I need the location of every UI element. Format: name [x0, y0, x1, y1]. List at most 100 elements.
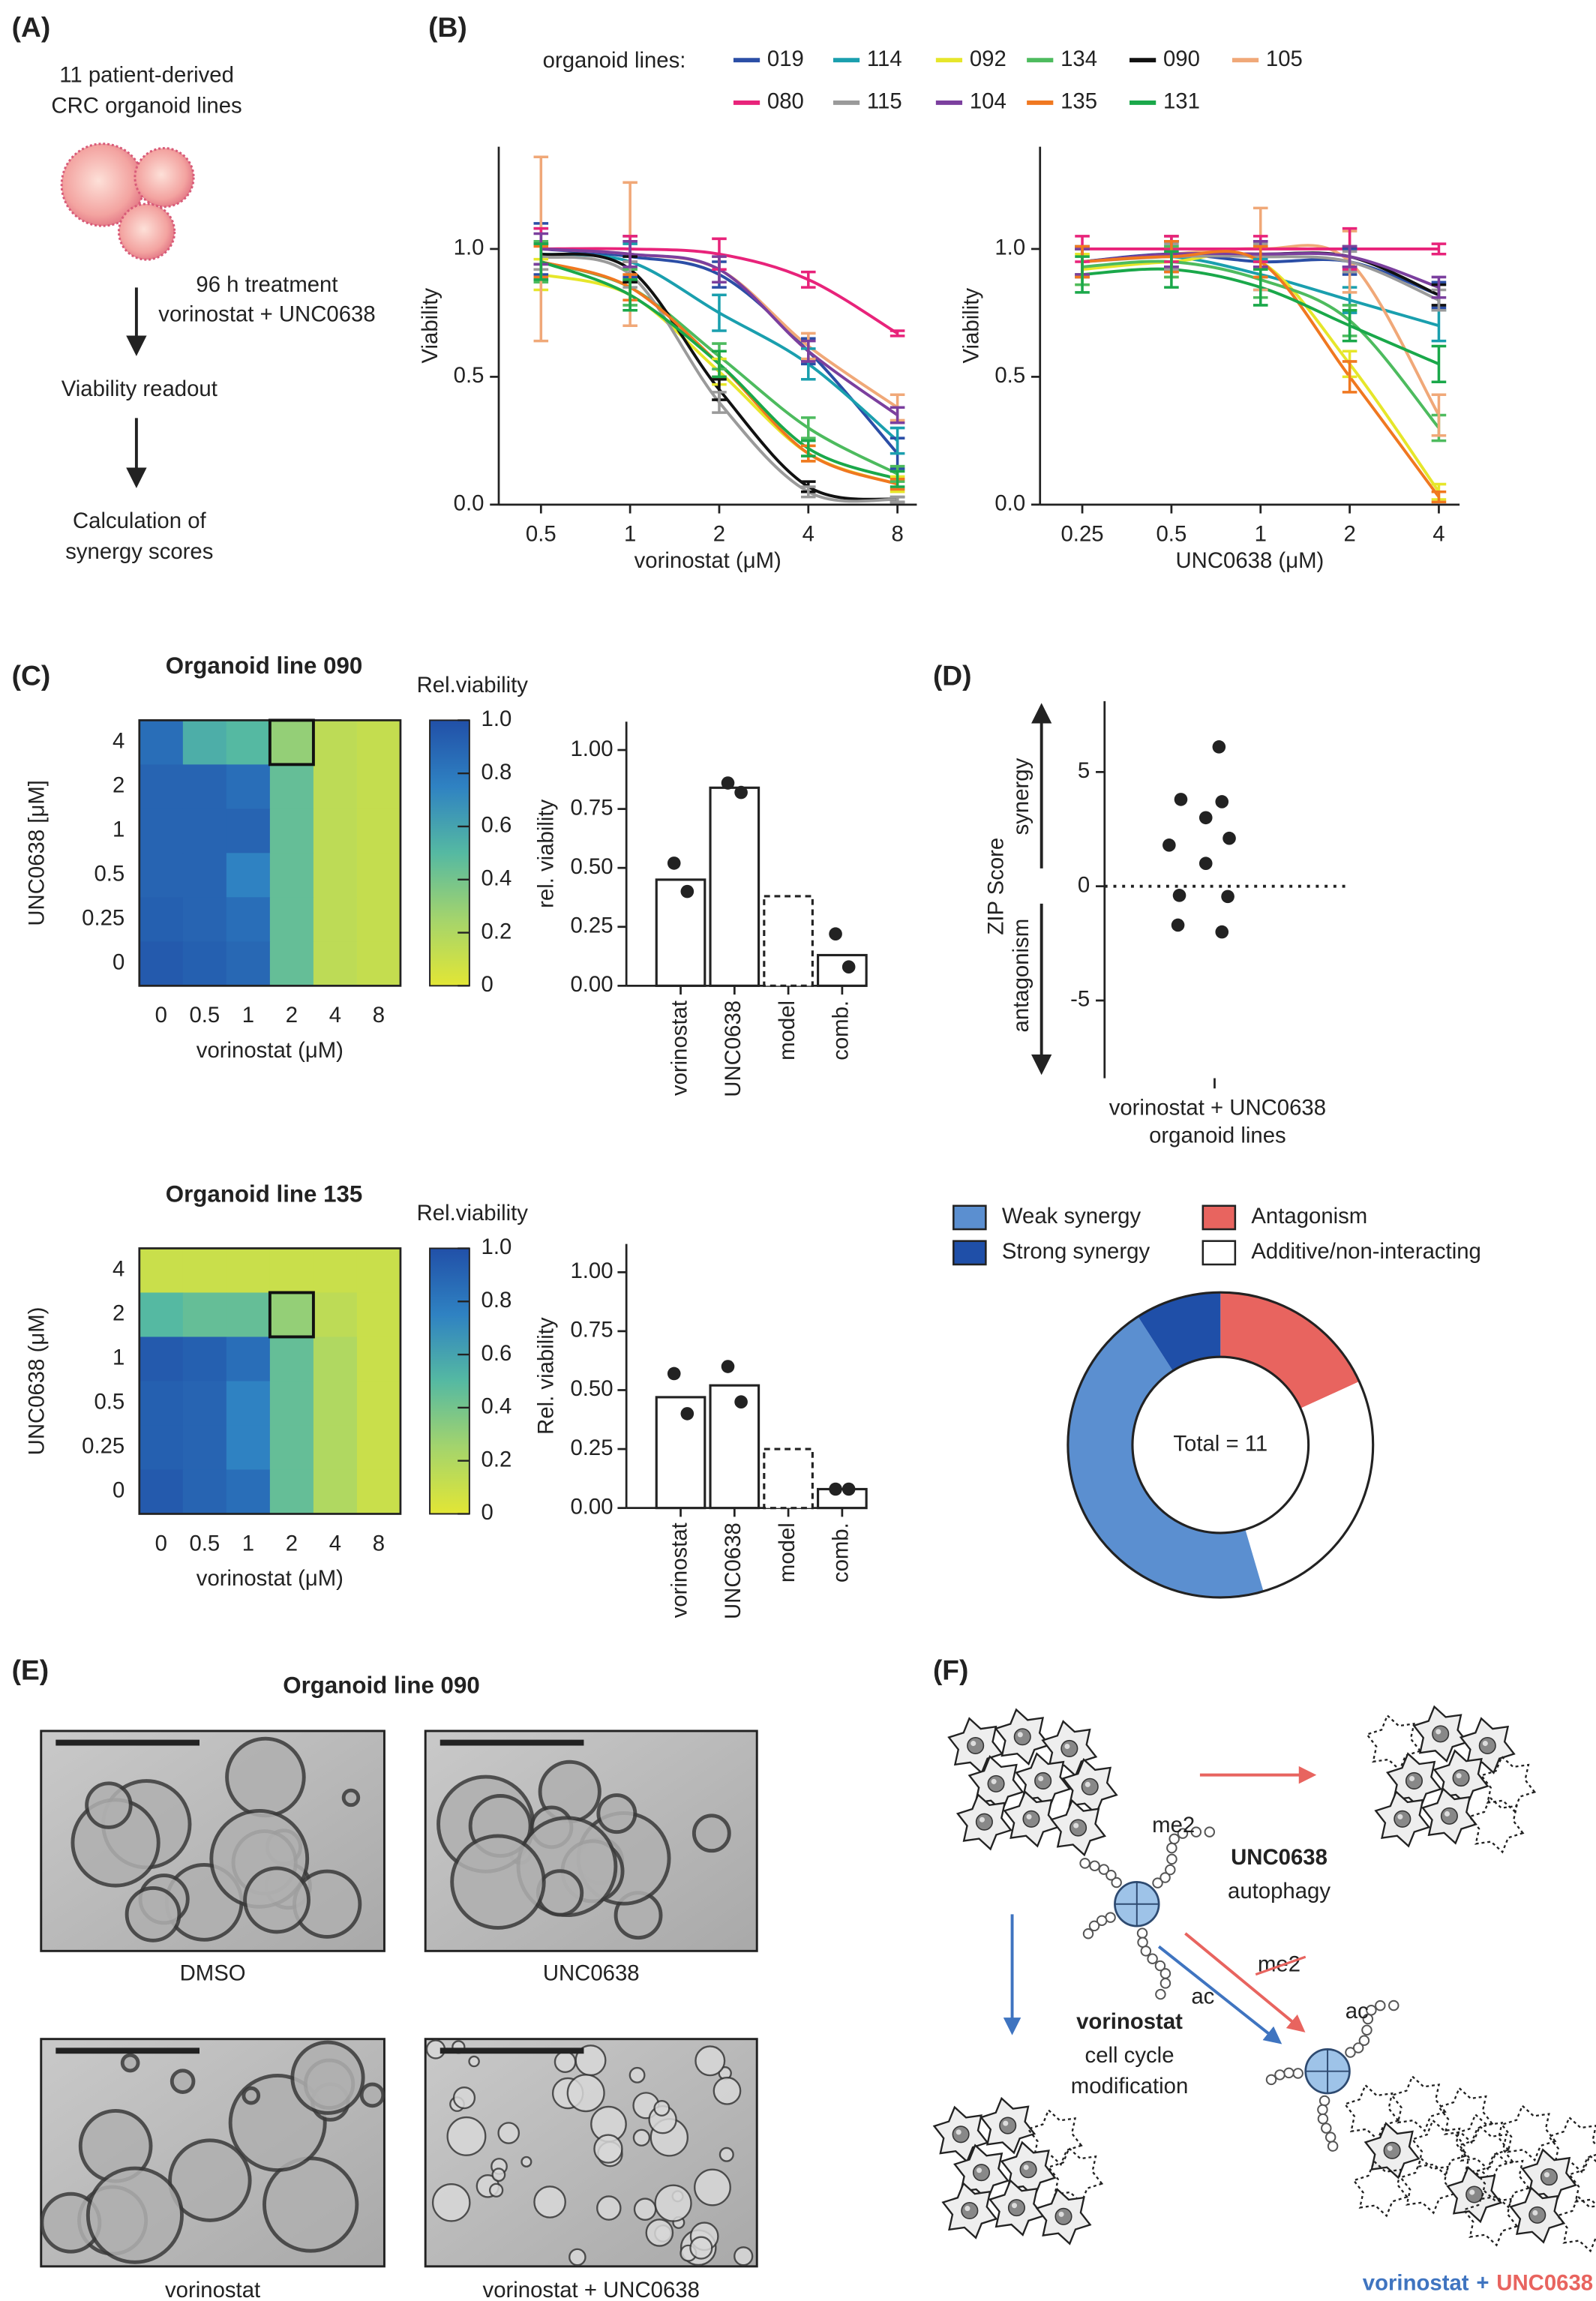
legend-label: 114: [867, 46, 902, 71]
nucleus-highlight: [964, 2206, 970, 2212]
organoid-image: [734, 2246, 754, 2266]
legend-label: 131: [1163, 89, 1200, 114]
point: [1172, 889, 1186, 902]
heat-cell: [313, 1425, 358, 1471]
organoid-image: [520, 2156, 532, 2168]
nucleus-highlight: [1482, 1741, 1488, 1747]
heat-cell: [313, 1248, 358, 1294]
histone-tail: [1358, 2035, 1370, 2046]
y-axis-label: rel. viability: [533, 799, 558, 908]
label: synergy scores: [65, 539, 213, 564]
point: [1212, 740, 1226, 754]
colorbar-label: Rel.viability: [417, 1201, 529, 1226]
heat-cell: [226, 1336, 271, 1382]
legend-swatch: [1202, 1204, 1237, 1231]
x-tick-label: 4: [1432, 522, 1444, 547]
legend-label: 134: [1060, 46, 1097, 71]
x-axis-label: vorinostat (μM): [196, 1038, 344, 1063]
row-label: 0.5: [94, 1390, 124, 1414]
bar: [763, 1448, 814, 1510]
column-label: 2: [286, 1003, 298, 1028]
histone-tail: [1111, 1876, 1122, 1888]
row-label: 0.5: [94, 862, 124, 886]
histone-tail: [1375, 2000, 1386, 2012]
nucleus-highlight: [1532, 2210, 1538, 2216]
y-axis-label: Viability: [418, 288, 442, 364]
organoid-image: [290, 2040, 365, 2115]
heat-cell: [356, 1425, 401, 1471]
error-bar: [622, 239, 638, 268]
y-axis-label: UNC0638 [μM]: [25, 780, 50, 926]
dead-cell: [1462, 2189, 1519, 2247]
x-tick-label: 0.5: [1156, 522, 1187, 547]
histone-tail: [1160, 1978, 1172, 1989]
legend-title: organoid lines:: [543, 48, 686, 73]
nucleus-highlight: [1544, 2172, 1550, 2178]
heat-cell: [269, 808, 314, 854]
column-label: 8: [373, 1003, 385, 1028]
legend-label: 115: [867, 89, 902, 114]
histone-tail: [1352, 2042, 1364, 2054]
heat-cell: [356, 1248, 401, 1294]
legend-label: 104: [970, 89, 1006, 114]
point: [1198, 856, 1213, 871]
nucleus: [1405, 1772, 1424, 1790]
caption: DMSO: [180, 1960, 246, 1985]
nucleus: [1081, 1778, 1099, 1796]
organoid-image: [450, 1834, 546, 1930]
x-axis-label: vorinostat (μM): [634, 548, 782, 573]
heat-cell: [356, 941, 401, 986]
histone-tail: [1274, 2069, 1286, 2080]
y-axis-label: UNC0638 (μM): [25, 1307, 50, 1456]
histone-tail: [1327, 2140, 1339, 2152]
error-bar: [712, 391, 727, 414]
histone-tail: [1088, 1920, 1100, 1932]
organoid-image: [694, 2168, 731, 2206]
bar: [817, 953, 868, 987]
nucleus-highlight: [956, 2129, 962, 2135]
error-bar: [890, 426, 905, 455]
dead-cell: [1453, 2113, 1510, 2170]
error-bar: [712, 350, 727, 379]
point: [680, 1407, 694, 1420]
nucleus-highlight: [1397, 1814, 1403, 1820]
organoid-image: [497, 2122, 520, 2144]
organoid-image: [692, 1814, 731, 1853]
row-label: 2: [112, 773, 124, 798]
nucleus-highlight: [1084, 1781, 1090, 1787]
histone-tail: [1152, 1877, 1163, 1888]
row-label: 1: [112, 1346, 124, 1370]
legend-swatch: [1202, 1240, 1237, 1266]
error-bar: [801, 485, 816, 499]
error-bar: [1431, 242, 1447, 256]
organoid-image: [85, 1781, 133, 1829]
histone-tail: [1096, 1915, 1108, 1927]
column-label: 4: [329, 1003, 341, 1028]
organoid-image: [124, 1886, 182, 1942]
row-label: 0.25: [82, 1434, 124, 1459]
colorbar-tick-label: 0.8: [482, 760, 512, 784]
organoid-image: [243, 1866, 310, 1934]
heat-cell: [182, 1469, 227, 1515]
point: [1174, 793, 1188, 806]
histone-tail: [1204, 1826, 1216, 1838]
heat-cell: [226, 808, 271, 854]
x-tick-label: comb.: [829, 1522, 854, 1582]
heat-cell: [356, 897, 401, 942]
organoid-image: [120, 2053, 140, 2073]
nucleus-highlight: [976, 2168, 982, 2174]
caption: vorinostat + UNC0638: [483, 2278, 700, 2301]
legend-swatch: [952, 1240, 987, 1266]
nucleus-highlight: [979, 1816, 985, 1822]
nucleus-highlight: [1436, 1729, 1442, 1735]
nucleus: [1054, 2207, 1072, 2225]
histone-tail: [1136, 1928, 1148, 1939]
dead-cell: [1556, 2194, 1596, 2253]
point: [667, 856, 681, 870]
histone-tail: [1160, 1872, 1171, 1883]
error-bar: [1431, 344, 1447, 383]
histone-tail: [1265, 2074, 1277, 2086]
y-axis-label: Rel. viability: [533, 1317, 558, 1435]
point: [1162, 838, 1176, 852]
